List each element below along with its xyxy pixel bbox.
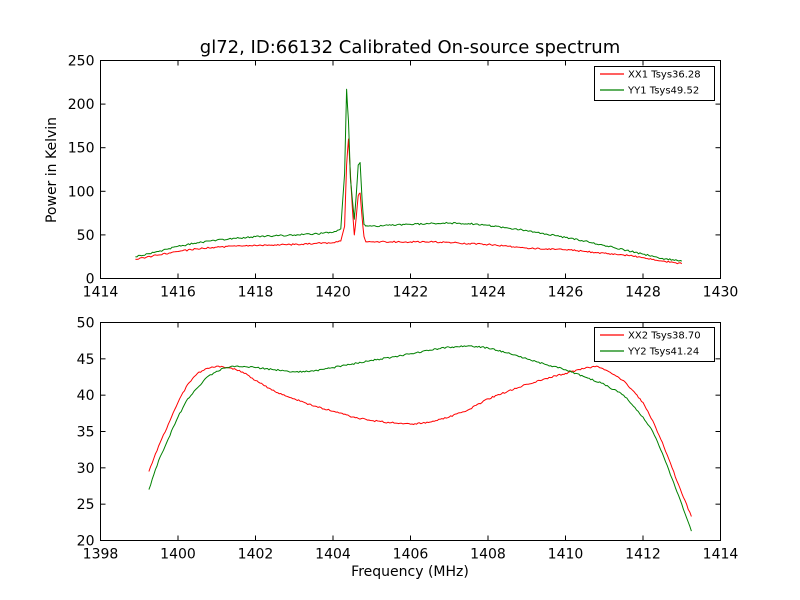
legend: XX2 Tsys38.70 YY2 Tsys41.24 <box>594 327 715 362</box>
y-tick-label: 35 <box>77 425 95 441</box>
x-tick-label: 1430 <box>703 285 739 301</box>
plot-frame <box>100 60 721 279</box>
x-tick-label: 1422 <box>393 285 429 301</box>
legend-box <box>594 327 715 362</box>
series-line-1 <box>135 138 683 265</box>
legend-label-xx1: XX1 Tsys36.28 <box>628 70 701 81</box>
x-tick-label: 1418 <box>238 285 274 301</box>
legend-label-xx2: XX2 Tsys38.70 <box>628 331 701 342</box>
x-tick-label: 1414 <box>703 547 739 563</box>
x-tick-label: 1426 <box>548 285 584 301</box>
chart-title: gl72, ID:66132 Calibrated On-source spec… <box>200 37 620 58</box>
legend-box <box>594 66 715 101</box>
x-tick-label: 1404 <box>315 547 351 563</box>
legend-label-yy1: YY1 Tsys49.52 <box>627 86 699 97</box>
y-tick-label: 200 <box>68 97 95 113</box>
x-tick-label: 1408 <box>470 547 506 563</box>
y-tick-label: 50 <box>77 228 95 244</box>
x-tick-label: 1402 <box>238 547 274 563</box>
bottom-chart: Frequency (MHz) 1398 1400 1402 1404 1406 1408… <box>77 316 739 581</box>
x-tick-label: 1428 <box>625 285 661 301</box>
plot-frame <box>100 322 721 541</box>
y-tick-label: 40 <box>77 388 95 404</box>
series-layer <box>135 88 683 265</box>
x-tick-label: 1420 <box>315 285 351 301</box>
x-tick-label: 1424 <box>470 285 506 301</box>
x-tick-label: 1412 <box>625 547 661 563</box>
y-tick-label: 150 <box>68 141 95 157</box>
y-axis-label: Power in Kelvin <box>44 117 60 223</box>
x-tick-label: 1414 <box>83 285 119 301</box>
tick-layer: 1398 1400 1402 1404 1406 1408 1410 1412 1414 20 25… <box>77 316 739 563</box>
series-line-2 <box>148 345 692 532</box>
top-chart: gl72, ID:66132 Calibrated On-source spec… <box>44 37 738 301</box>
x-tick-label: 1398 <box>83 547 119 563</box>
x-axis-label: Frequency (MHz) <box>351 564 469 580</box>
x-tick-label: 1406 <box>393 547 429 563</box>
x-tick-label: 1416 <box>160 285 196 301</box>
y-tick-label: 50 <box>77 316 95 332</box>
legend: XX1 Tsys36.28 YY1 Tsys49.52 <box>594 66 715 101</box>
tick-layer: 1414 1416 1418 1420 1422 1424 1426 1428 1430 0 50 1… <box>68 54 739 301</box>
y-tick-label: 30 <box>77 461 95 477</box>
series-layer <box>148 345 692 532</box>
y-tick-label: 25 <box>77 497 95 513</box>
y-tick-label: 45 <box>77 352 95 368</box>
y-tick-label: 100 <box>68 184 95 200</box>
x-tick-label: 1400 <box>160 547 196 563</box>
y-tick-label: 0 <box>86 272 95 288</box>
legend-label-yy2: YY2 Tsys41.24 <box>627 347 699 358</box>
series-line-2 <box>135 88 682 262</box>
y-tick-label: 250 <box>68 54 95 70</box>
series-line-1 <box>148 365 692 517</box>
y-tick-label: 20 <box>77 534 95 550</box>
x-tick-label: 1410 <box>548 547 584 563</box>
